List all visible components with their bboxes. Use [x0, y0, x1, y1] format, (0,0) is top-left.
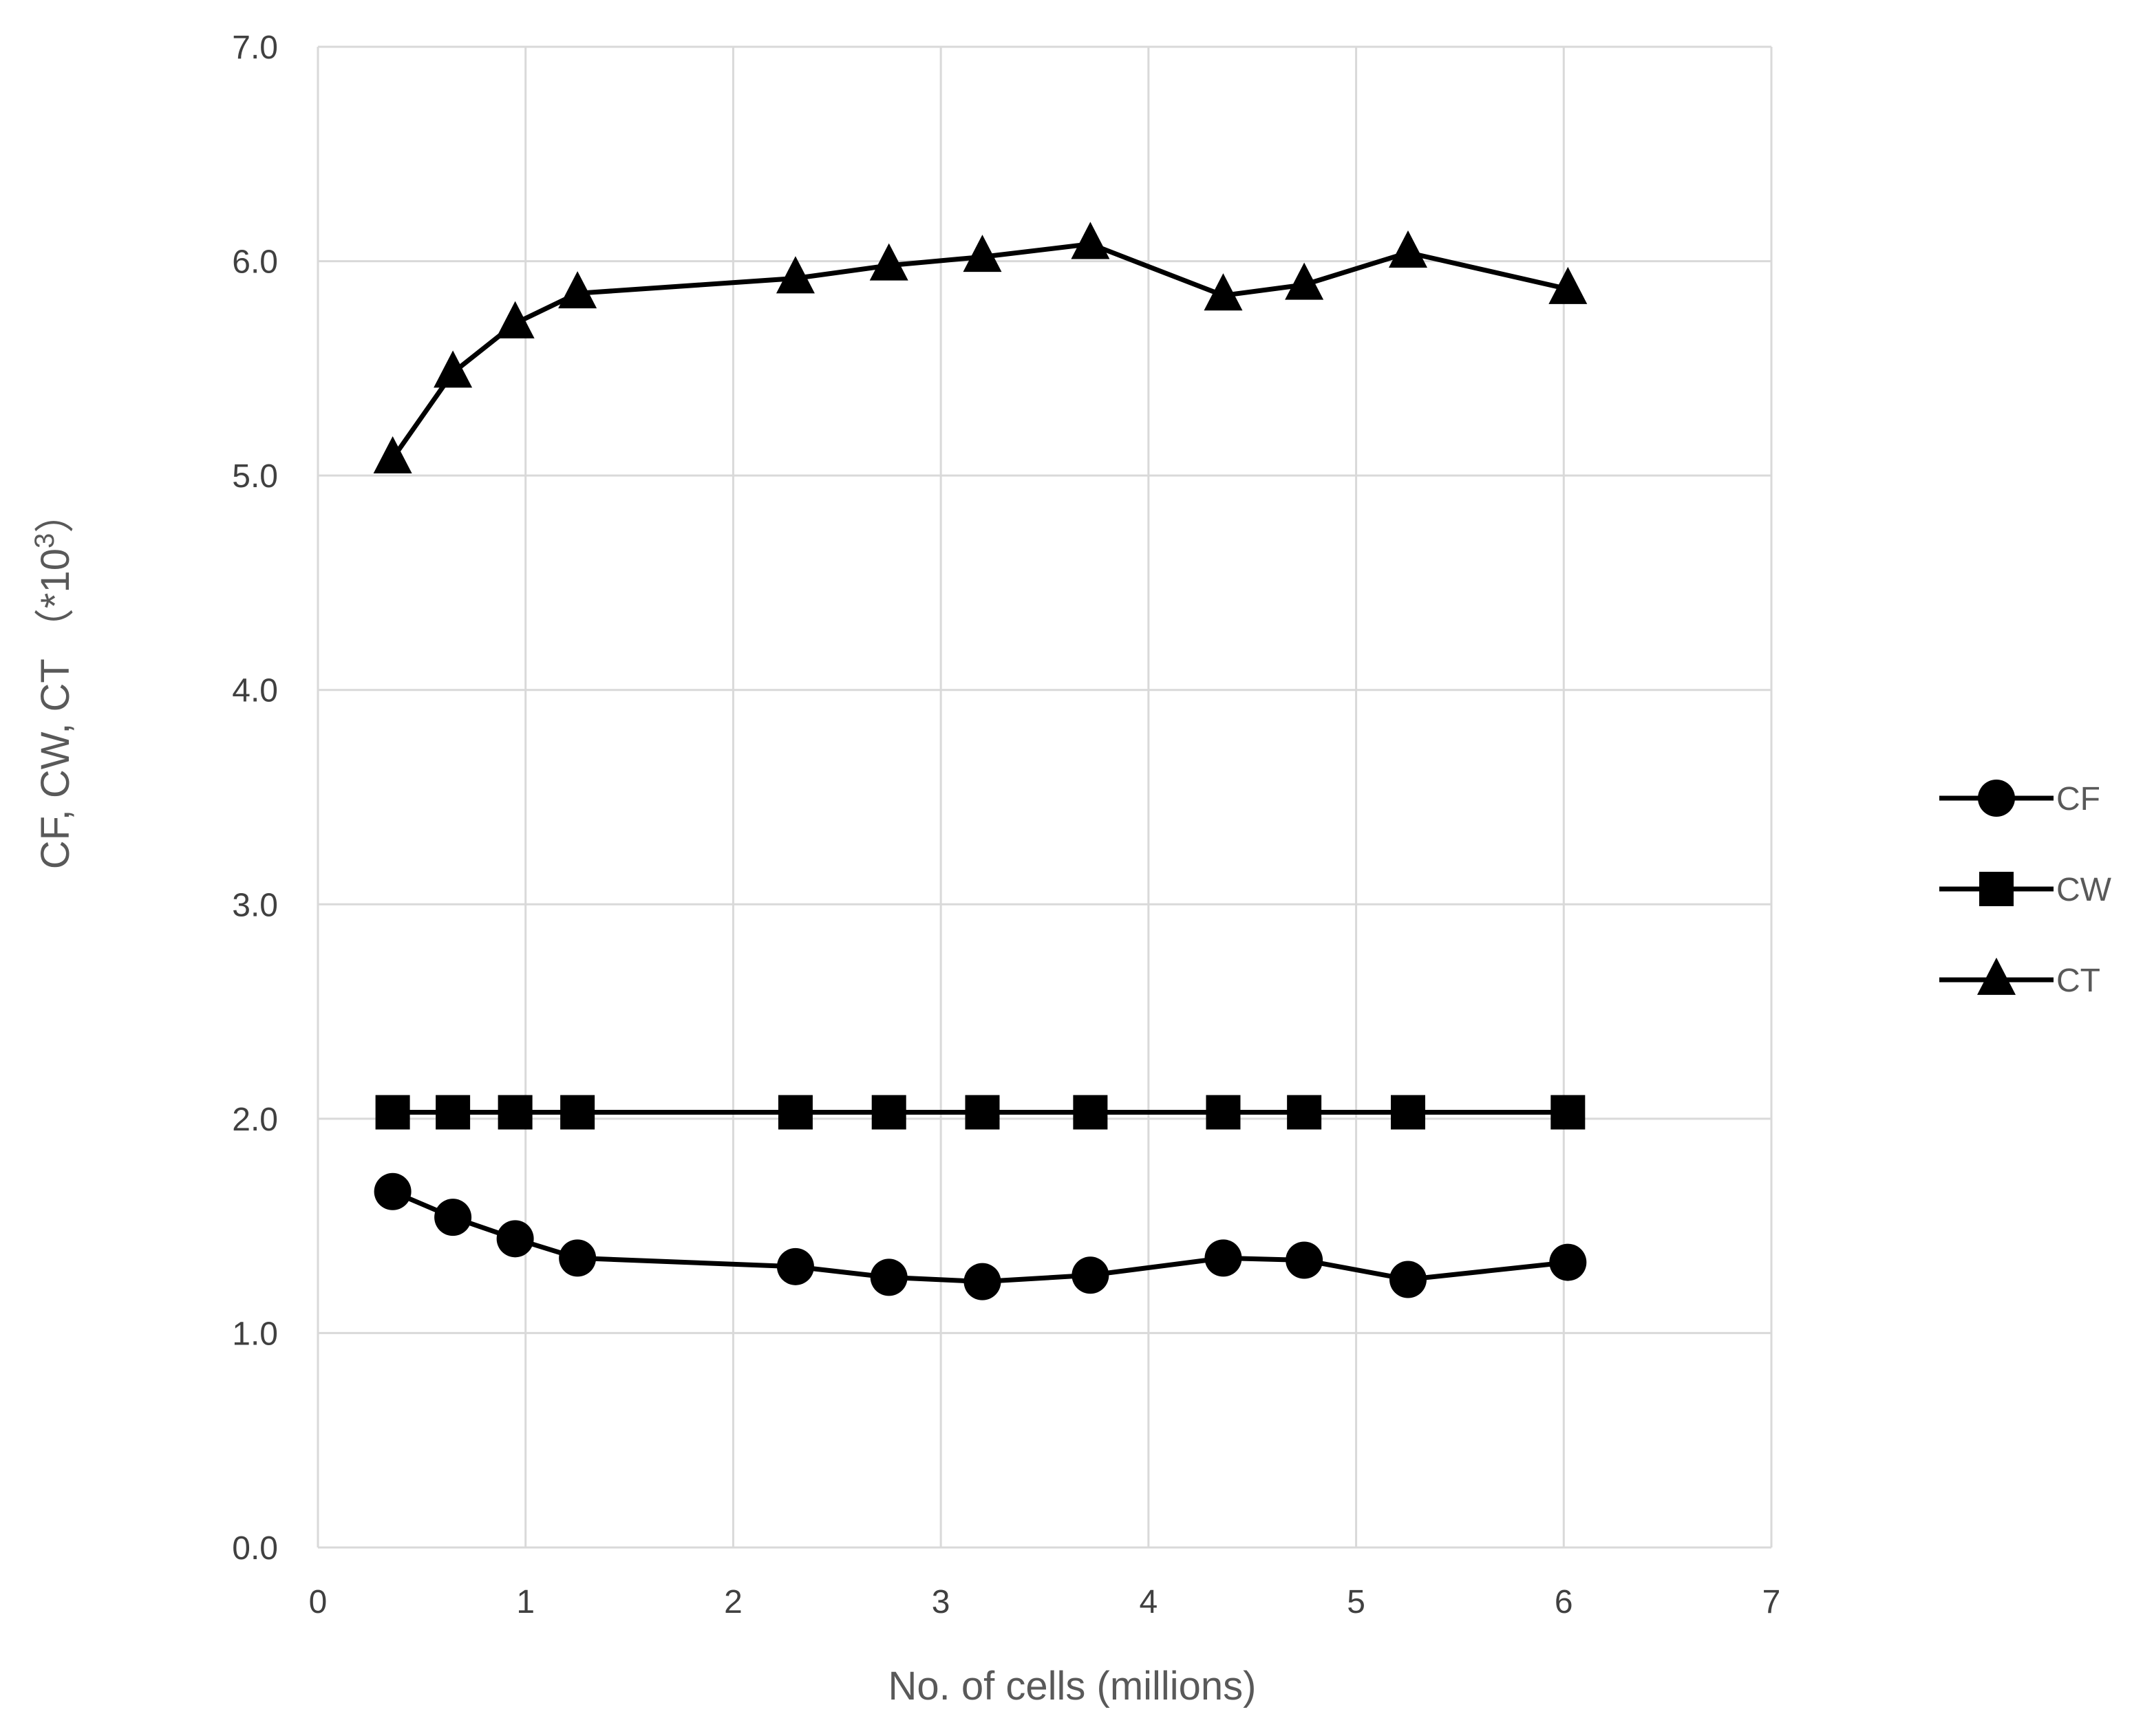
legend-label-ct: CT	[2056, 963, 2100, 999]
y-tick-label: 3.0	[232, 887, 278, 923]
y-axis-title-main: CF, CW, CT （*10	[33, 548, 78, 869]
series-line-ct	[390, 242, 1570, 461]
x-tick-label: 0	[309, 1584, 328, 1620]
data-point-ct	[963, 235, 1002, 272]
y-tick-label: 7.0	[232, 30, 278, 66]
y-axis-title-close: ）	[33, 493, 78, 533]
data-point-cw	[1073, 1095, 1108, 1130]
y-tick-label: 0.0	[232, 1530, 278, 1567]
data-point-cw	[871, 1095, 906, 1130]
data-point-cf	[870, 1258, 908, 1296]
data-point-ct	[1071, 222, 1110, 259]
data-point-cw	[498, 1095, 533, 1130]
legend-item-cf: CF	[1939, 780, 2100, 817]
data-point-ct	[558, 271, 597, 309]
y-tick-label: 4.0	[232, 673, 278, 709]
y-axis-title: CF, CW, CT （*103）	[30, 493, 78, 870]
data-point-cw	[1206, 1095, 1241, 1130]
series-ct	[373, 222, 1588, 474]
x-tick-label: 7	[1762, 1584, 1781, 1620]
legend-label-cf: CF	[2056, 781, 2100, 817]
y-axis-title-superscript: 3	[30, 533, 60, 548]
data-point-cf	[374, 1172, 412, 1210]
legend-label-cw: CW	[2056, 872, 2112, 908]
data-point-cf	[963, 1263, 1001, 1300]
y-tick-label: 2.0	[232, 1102, 278, 1138]
data-point-cf	[496, 1220, 534, 1258]
legend-marker-ct	[1977, 957, 2016, 995]
plot-area	[373, 222, 1588, 1300]
data-point-ct	[869, 243, 908, 281]
data-point-ct	[1204, 273, 1243, 311]
x-axis-title: No. of cells (millions)	[888, 1664, 1257, 1708]
y-tick-label: 1.0	[232, 1316, 278, 1352]
data-point-cf	[1204, 1239, 1242, 1277]
x-tick-label: 2	[724, 1584, 743, 1620]
data-point-ct	[1285, 262, 1324, 300]
data-point-cw	[965, 1095, 1000, 1130]
data-point-cw	[560, 1095, 595, 1130]
data-point-ct	[1389, 230, 1427, 268]
data-point-cw	[436, 1095, 471, 1130]
axes: 0 1 2 3 4 5 6 7 0.0 1.0 2.0 3.0 4.0 5.0 6.0 7.0	[232, 30, 1780, 1620]
data-point-ct	[776, 256, 815, 294]
y-tick-label: 6.0	[232, 244, 278, 281]
x-tick-label: 1	[516, 1584, 535, 1620]
data-point-cw	[1391, 1095, 1425, 1130]
data-point-cf	[434, 1199, 472, 1236]
x-tick-label: 4	[1140, 1584, 1158, 1620]
series-cf	[374, 1172, 1587, 1300]
y-tick-label: 5.0	[232, 458, 278, 495]
legend: CF CW CT	[1939, 780, 2112, 999]
data-point-ct	[495, 301, 535, 339]
x-tick-label: 5	[1347, 1584, 1365, 1620]
series-cw	[375, 1095, 1586, 1130]
data-point-cf	[559, 1239, 597, 1277]
data-point-cw	[778, 1095, 813, 1130]
x-tick-label: 3	[932, 1584, 950, 1620]
data-point-ct	[1548, 266, 1588, 304]
data-point-ct	[434, 350, 473, 388]
legend-marker-cw	[1979, 872, 2014, 906]
x-tick-label: 6	[1555, 1584, 1573, 1620]
grid	[317, 45, 1773, 1549]
legend-marker-cf	[1978, 780, 2015, 817]
data-point-cw	[375, 1095, 410, 1130]
data-point-ct	[373, 436, 412, 474]
data-point-cw	[1287, 1095, 1322, 1130]
data-point-cf	[1072, 1256, 1109, 1294]
data-point-cf	[1286, 1241, 1323, 1279]
legend-item-cw: CW	[1939, 872, 2112, 908]
legend-item-ct: CT	[1939, 957, 2100, 999]
data-point-cf	[1389, 1261, 1427, 1298]
data-point-cw	[1550, 1095, 1586, 1130]
data-point-cf	[1549, 1243, 1587, 1281]
data-point-cf	[776, 1247, 814, 1285]
